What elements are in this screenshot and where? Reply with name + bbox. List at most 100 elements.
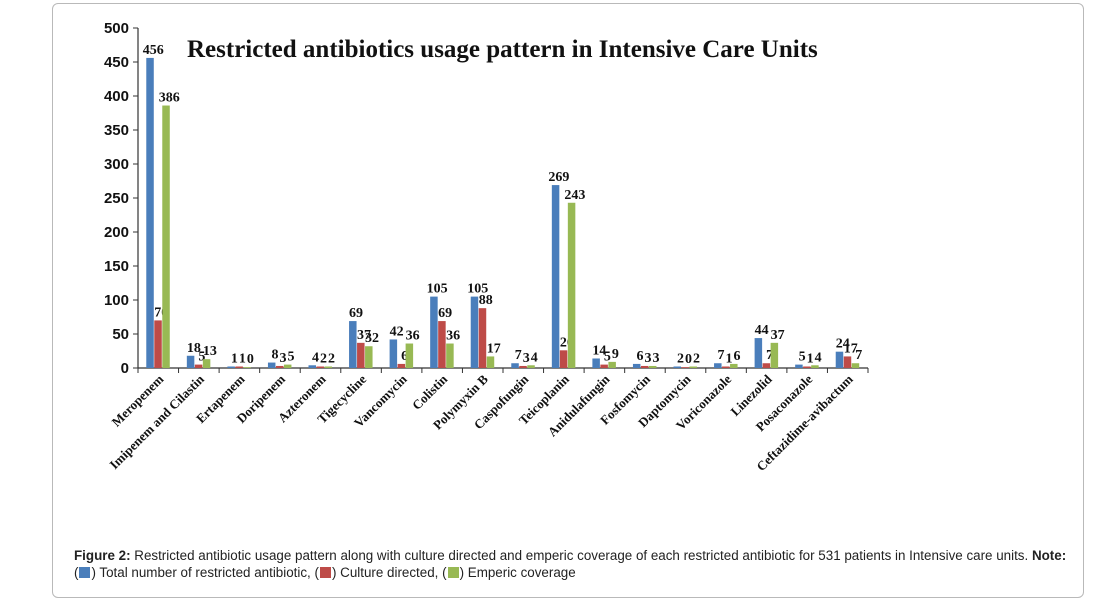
data-label: 2 [328,352,335,367]
data-label: 5 [799,350,806,365]
data-label: 1 [807,352,814,367]
bar-total [308,365,316,368]
bar-culture [681,367,689,368]
bar-emperic [405,343,414,368]
bar-total [267,362,276,368]
bar-emperic [283,364,292,368]
bar-emperic [162,105,170,369]
plot-area: 05010015020025030035040045050045670386Me… [104,20,869,474]
bar-culture [843,356,852,368]
y-tick-label: 50 [112,326,129,343]
data-label: 3 [279,351,286,366]
data-label: 32 [365,331,379,346]
data-label: 4 [531,350,538,365]
y-tick-label: 450 [104,54,129,71]
bar-total [714,363,722,368]
data-label: 7 [855,348,862,363]
data-label: 36 [406,329,420,344]
legend-prefix: ( [74,565,79,580]
bar-total [430,296,438,368]
data-label: 6 [636,349,643,364]
bar-total [632,363,641,368]
data-label: 7 [515,348,522,363]
data-label: 3 [523,351,530,366]
bar-culture [357,342,365,368]
bar-culture [275,365,284,368]
data-label: 2 [320,352,327,367]
bar-total [754,338,763,368]
data-label: 0 [247,352,254,367]
data-label: 6 [734,349,741,364]
data-label: 4 [312,350,319,365]
data-label: 17 [844,341,858,356]
bar-emperic [608,361,616,368]
bar-culture [194,364,203,368]
data-label: 456 [143,43,164,58]
y-tick-label: 500 [104,20,129,37]
data-label: 24 [836,337,850,352]
data-label: 105 [467,282,488,297]
bar-total [835,351,844,368]
data-label: 269 [548,170,569,185]
bar-culture [803,366,811,368]
bar-emperic [567,202,576,368]
bar-emperic [648,365,657,368]
bar-culture [478,308,487,368]
y-tick-label: 350 [104,122,129,139]
legend-swatch-emperic [447,567,459,578]
bar-total [511,363,519,368]
bar-culture [640,365,649,368]
y-tick-label: 0 [121,360,129,377]
bar-emperic [527,365,535,368]
data-label: 0 [685,352,692,367]
chart-title: Restricted antibiotics usage pattern in … [187,36,818,63]
legend-swatch-culture [319,567,331,578]
data-label: 4 [815,350,822,365]
data-label: 69 [438,306,452,321]
data-label: 3 [644,351,651,366]
note-label: Note: [1031,548,1067,563]
data-label: 5 [604,350,611,365]
bar-chart: Restricted antibiotics usage pattern in … [104,20,869,474]
bar-culture [438,321,446,368]
y-tick-label: 300 [104,156,129,173]
y-tick-label: 150 [104,258,129,275]
bar-total [349,321,357,368]
figure-caption: Figure 2: Restricted antibiotic usage pa… [74,547,1074,581]
data-label: 69 [349,306,363,321]
data-label: 42 [390,324,404,339]
bar-culture [559,350,568,368]
bar-total [146,57,154,369]
data-label: 7 [766,348,773,363]
bar-emperic [730,363,738,368]
bar-total [227,366,235,368]
y-tick-label: 200 [104,224,129,241]
legend-swatch-total [79,567,91,578]
bar-culture [316,366,324,368]
data-label: 88 [479,293,493,308]
data-label: 18 [187,341,201,356]
bar-total [551,185,560,368]
bar-total [470,296,479,368]
data-label: 1 [239,352,246,367]
bar-culture [154,320,162,368]
data-label: 44 [755,323,769,338]
data-label: 7 [718,348,725,363]
data-label: 386 [159,91,180,106]
y-tick-label: 250 [104,190,129,207]
data-label: 9 [612,347,619,362]
bar-culture [722,366,730,368]
data-label: 243 [564,188,585,203]
data-label: 36 [446,329,460,344]
legend-text-total: ) Total number of restricted antibiotic,… [91,565,319,580]
legend-text-emperic: ) Emperic coverage [459,565,576,580]
data-label: 17 [487,341,501,356]
y-tick-label: 100 [104,292,129,309]
y-tick-label: 400 [104,88,129,105]
bar-emperic [243,367,251,368]
data-label: 1 [231,352,238,367]
bar-total [795,364,803,368]
bar-emperic [202,359,211,368]
caption-text: Restricted antibiotic usage pattern alon… [130,548,1032,563]
legend-text-culture: ) Culture directed, ( [331,565,447,580]
